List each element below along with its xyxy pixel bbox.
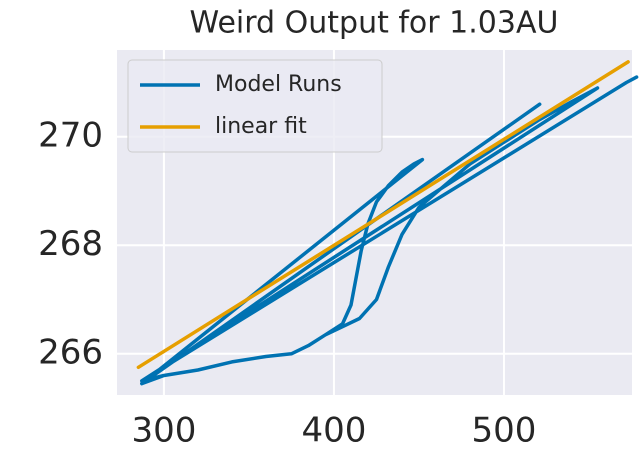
series-line bbox=[140, 75, 639, 386]
series-line bbox=[136, 60, 630, 370]
legend-label: linear fit bbox=[215, 114, 307, 139]
x-tick-label: 500 bbox=[472, 411, 537, 451]
chart-title: Weird Output for 1.03AU bbox=[190, 6, 559, 41]
legend-label: Model Runs bbox=[215, 72, 342, 97]
legend: Model Runs linear fit bbox=[127, 59, 383, 153]
x-tick-label: 300 bbox=[131, 411, 196, 451]
y-tick-label: 268 bbox=[38, 224, 103, 264]
legend-box bbox=[127, 59, 383, 153]
x-tick-label: 400 bbox=[301, 411, 366, 451]
y-tick-label: 270 bbox=[38, 115, 103, 155]
y-tick-label: 266 bbox=[38, 332, 103, 372]
lines bbox=[136, 60, 639, 386]
